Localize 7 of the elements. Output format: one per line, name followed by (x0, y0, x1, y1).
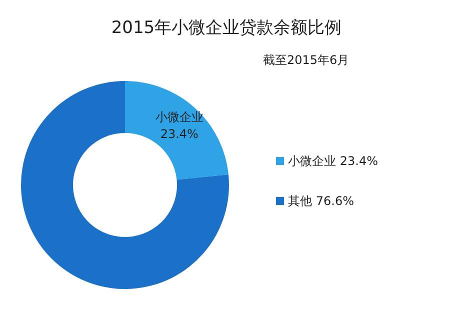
donut-slice (21, 81, 229, 289)
donut-slice (125, 81, 228, 180)
chart-title: 2015年小微企业贷款余额比例 (110, 17, 343, 39)
chart-subtitle: 截至2015年6月 (263, 52, 350, 69)
data-label: 小微企业 23.4% (155, 110, 204, 141)
legend-label: 小微企业 23.4% (288, 154, 378, 168)
legend-label: 其他 76.6% (288, 194, 354, 208)
